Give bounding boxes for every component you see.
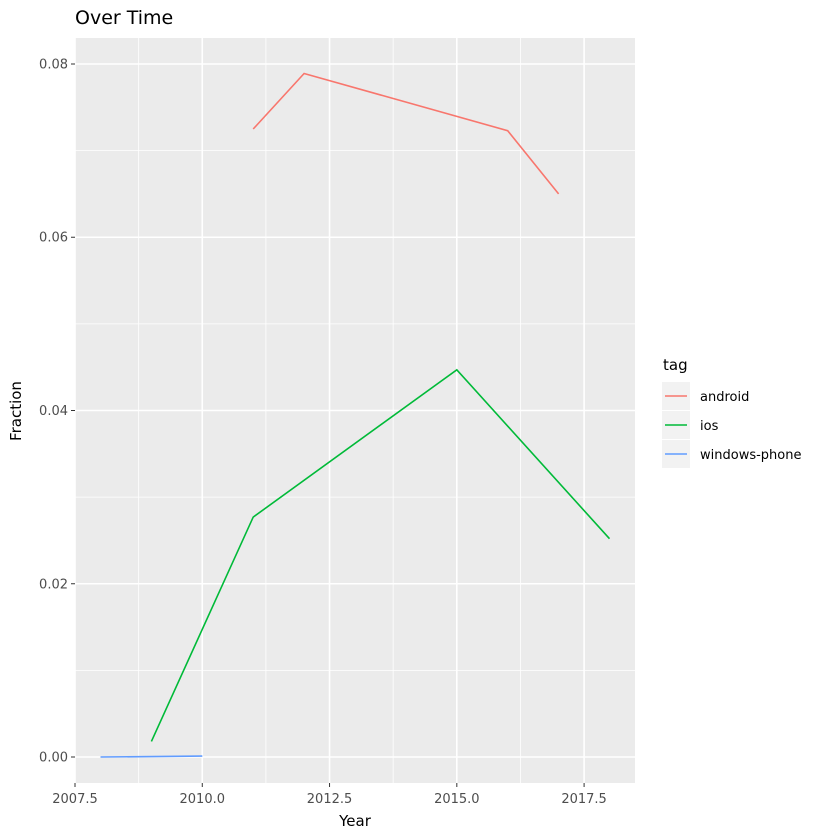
grid-lines	[74, 38, 635, 783]
chart-title: Over Time	[75, 7, 173, 29]
x-tick-label: 2017.5	[561, 792, 607, 807]
x-axis-title: Year	[338, 812, 372, 830]
legend-label-ios: ios	[700, 419, 719, 434]
series-lines	[100, 72, 611, 758]
x-tick-label: 2012.5	[307, 792, 353, 807]
legend-label-android: android	[700, 390, 749, 405]
axis-ticks: 2007.5 2010.0 2012.5 2015.0 2017.5 0.00 0.02 0.…	[39, 57, 607, 807]
y-tick-label: 0.04	[39, 404, 68, 419]
series-line-android	[252, 72, 560, 195]
y-axis-title: Fraction	[7, 381, 25, 441]
x-tick-label: 2007.5	[52, 792, 98, 807]
y-tick-label: 0.06	[39, 231, 68, 246]
y-tick-label: 0.08	[39, 57, 68, 72]
legend-title: tag	[663, 356, 688, 374]
y-tick-label: 0.02	[39, 577, 68, 592]
y-tick-label: 0.00	[39, 751, 68, 766]
x-tick-label: 2015.0	[434, 792, 480, 807]
series-line-windows-phone	[100, 755, 203, 758]
series-line-ios	[150, 368, 611, 742]
legend: tag android ios windows-phone	[662, 356, 801, 468]
x-tick-label: 2010.0	[180, 792, 226, 807]
legend-label-windows-phone: windows-phone	[700, 448, 801, 463]
